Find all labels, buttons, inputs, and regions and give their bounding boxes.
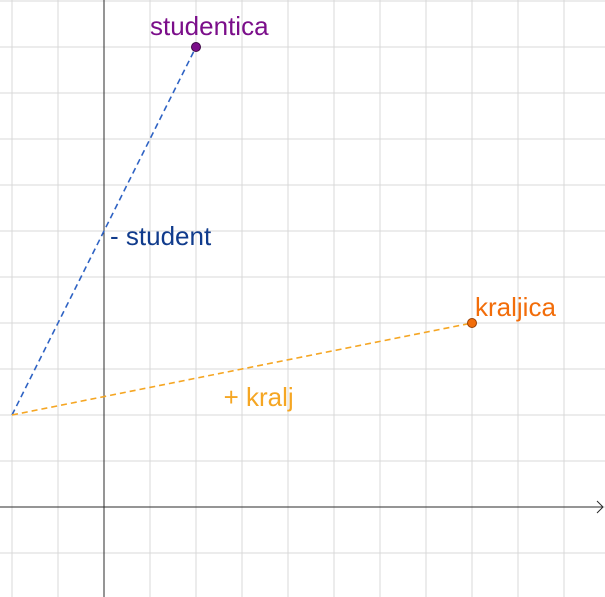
student-vector-label: - student: [110, 221, 212, 251]
kralj-vector-label: + kralj: [224, 382, 294, 412]
x-axis-arrow-icon: [596, 500, 604, 514]
studentica-label: studentica: [150, 11, 269, 41]
labels: studentica kraljica - student + kralj: [110, 11, 556, 412]
kralj-vector-line: [11, 322, 473, 416]
kraljica-point[interactable]: [467, 318, 477, 328]
points: [191, 42, 477, 328]
vectors: [11, 46, 473, 416]
kraljica-label: kraljica: [475, 292, 556, 322]
student-vector-line: [11, 46, 197, 416]
studentica-point[interactable]: [191, 42, 201, 52]
